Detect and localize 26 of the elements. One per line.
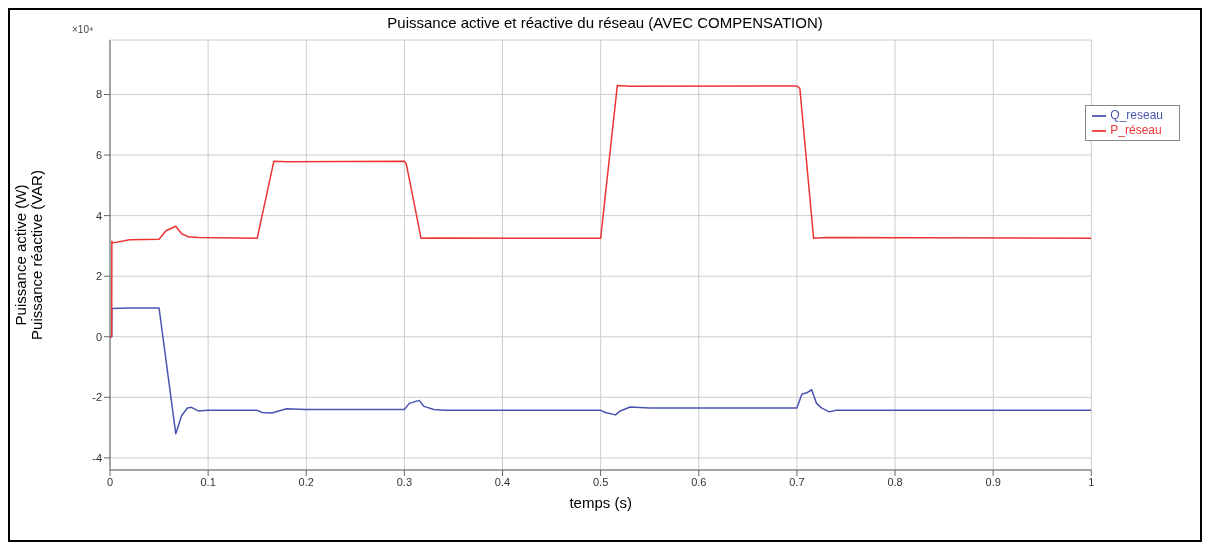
x-tick-label: 0.6 [691,475,707,488]
legend-label: P_réseau [1110,122,1162,137]
y-tick-label: 4 [95,209,102,222]
x-tick-label: 0.7 [789,475,805,488]
x-tick-label: 0.8 [887,475,903,488]
x-tick-label: 0.2 [298,475,314,488]
y-tick-label: -4 [92,451,102,464]
chart-title: Puissance active et réactive du réseau (AVEC COMPENSATION) [387,14,823,31]
y-tick-label: 2 [95,270,102,283]
y-tick-label: 6 [95,148,102,161]
x-tick-label: 0.9 [985,475,1001,488]
x-tick-label: 0.5 [593,475,609,488]
x-tick-label: 0.1 [200,475,216,488]
x-tick-label: 1 [1088,475,1095,488]
x-tick-label: 0.3 [396,475,413,488]
x-tick-label: 0 [106,475,114,488]
x-axis-title: temps (s) [569,494,632,511]
legend-label: Q_reseau [1110,108,1163,122]
line-series [110,307,1092,435]
y-axis-title: Puissance active (W) Puissance réactive (VAR) [11,170,45,340]
x-tick-label: 0.4 [494,475,511,488]
y-tick-label: 0 [95,330,102,343]
y-tick-label: -2 [92,391,102,404]
y-tick-label: 8 [95,88,102,101]
text: ×10⁴ [72,24,94,35]
line-series [110,84,1092,338]
